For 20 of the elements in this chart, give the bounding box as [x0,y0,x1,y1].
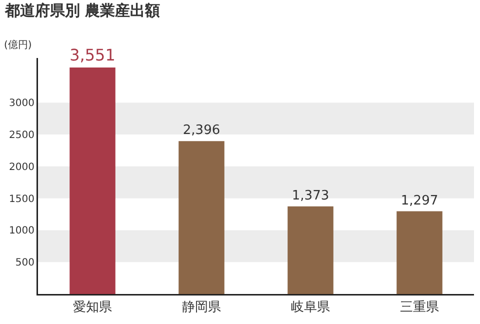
bar [178,141,224,294]
y-tick-label: 1000 [9,226,34,237]
y-tick-label: 3000 [9,98,34,110]
data-label: 1,297 [400,193,438,208]
data-label: 2,396 [182,123,220,138]
x-tick-label: 静岡県 [182,300,221,316]
x-tick-label: 愛知県 [73,300,112,316]
y-tick-label: 2000 [9,162,34,173]
y-tick-label: 1500 [9,194,34,205]
y-axis-title: (億円) [4,39,32,51]
data-label: 1,373 [292,188,330,204]
y-tick-label: 500 [15,258,34,269]
y-tick-label: 2500 [9,130,34,142]
x-tick-label: 岐阜県 [291,300,330,316]
bar [288,206,334,294]
x-tick-label: 三重県 [400,300,439,316]
bar [70,68,116,294]
chart-title: 都道府県別 農業産出額 [4,1,160,20]
bar [396,211,442,294]
data-label: 3,551 [70,45,116,64]
